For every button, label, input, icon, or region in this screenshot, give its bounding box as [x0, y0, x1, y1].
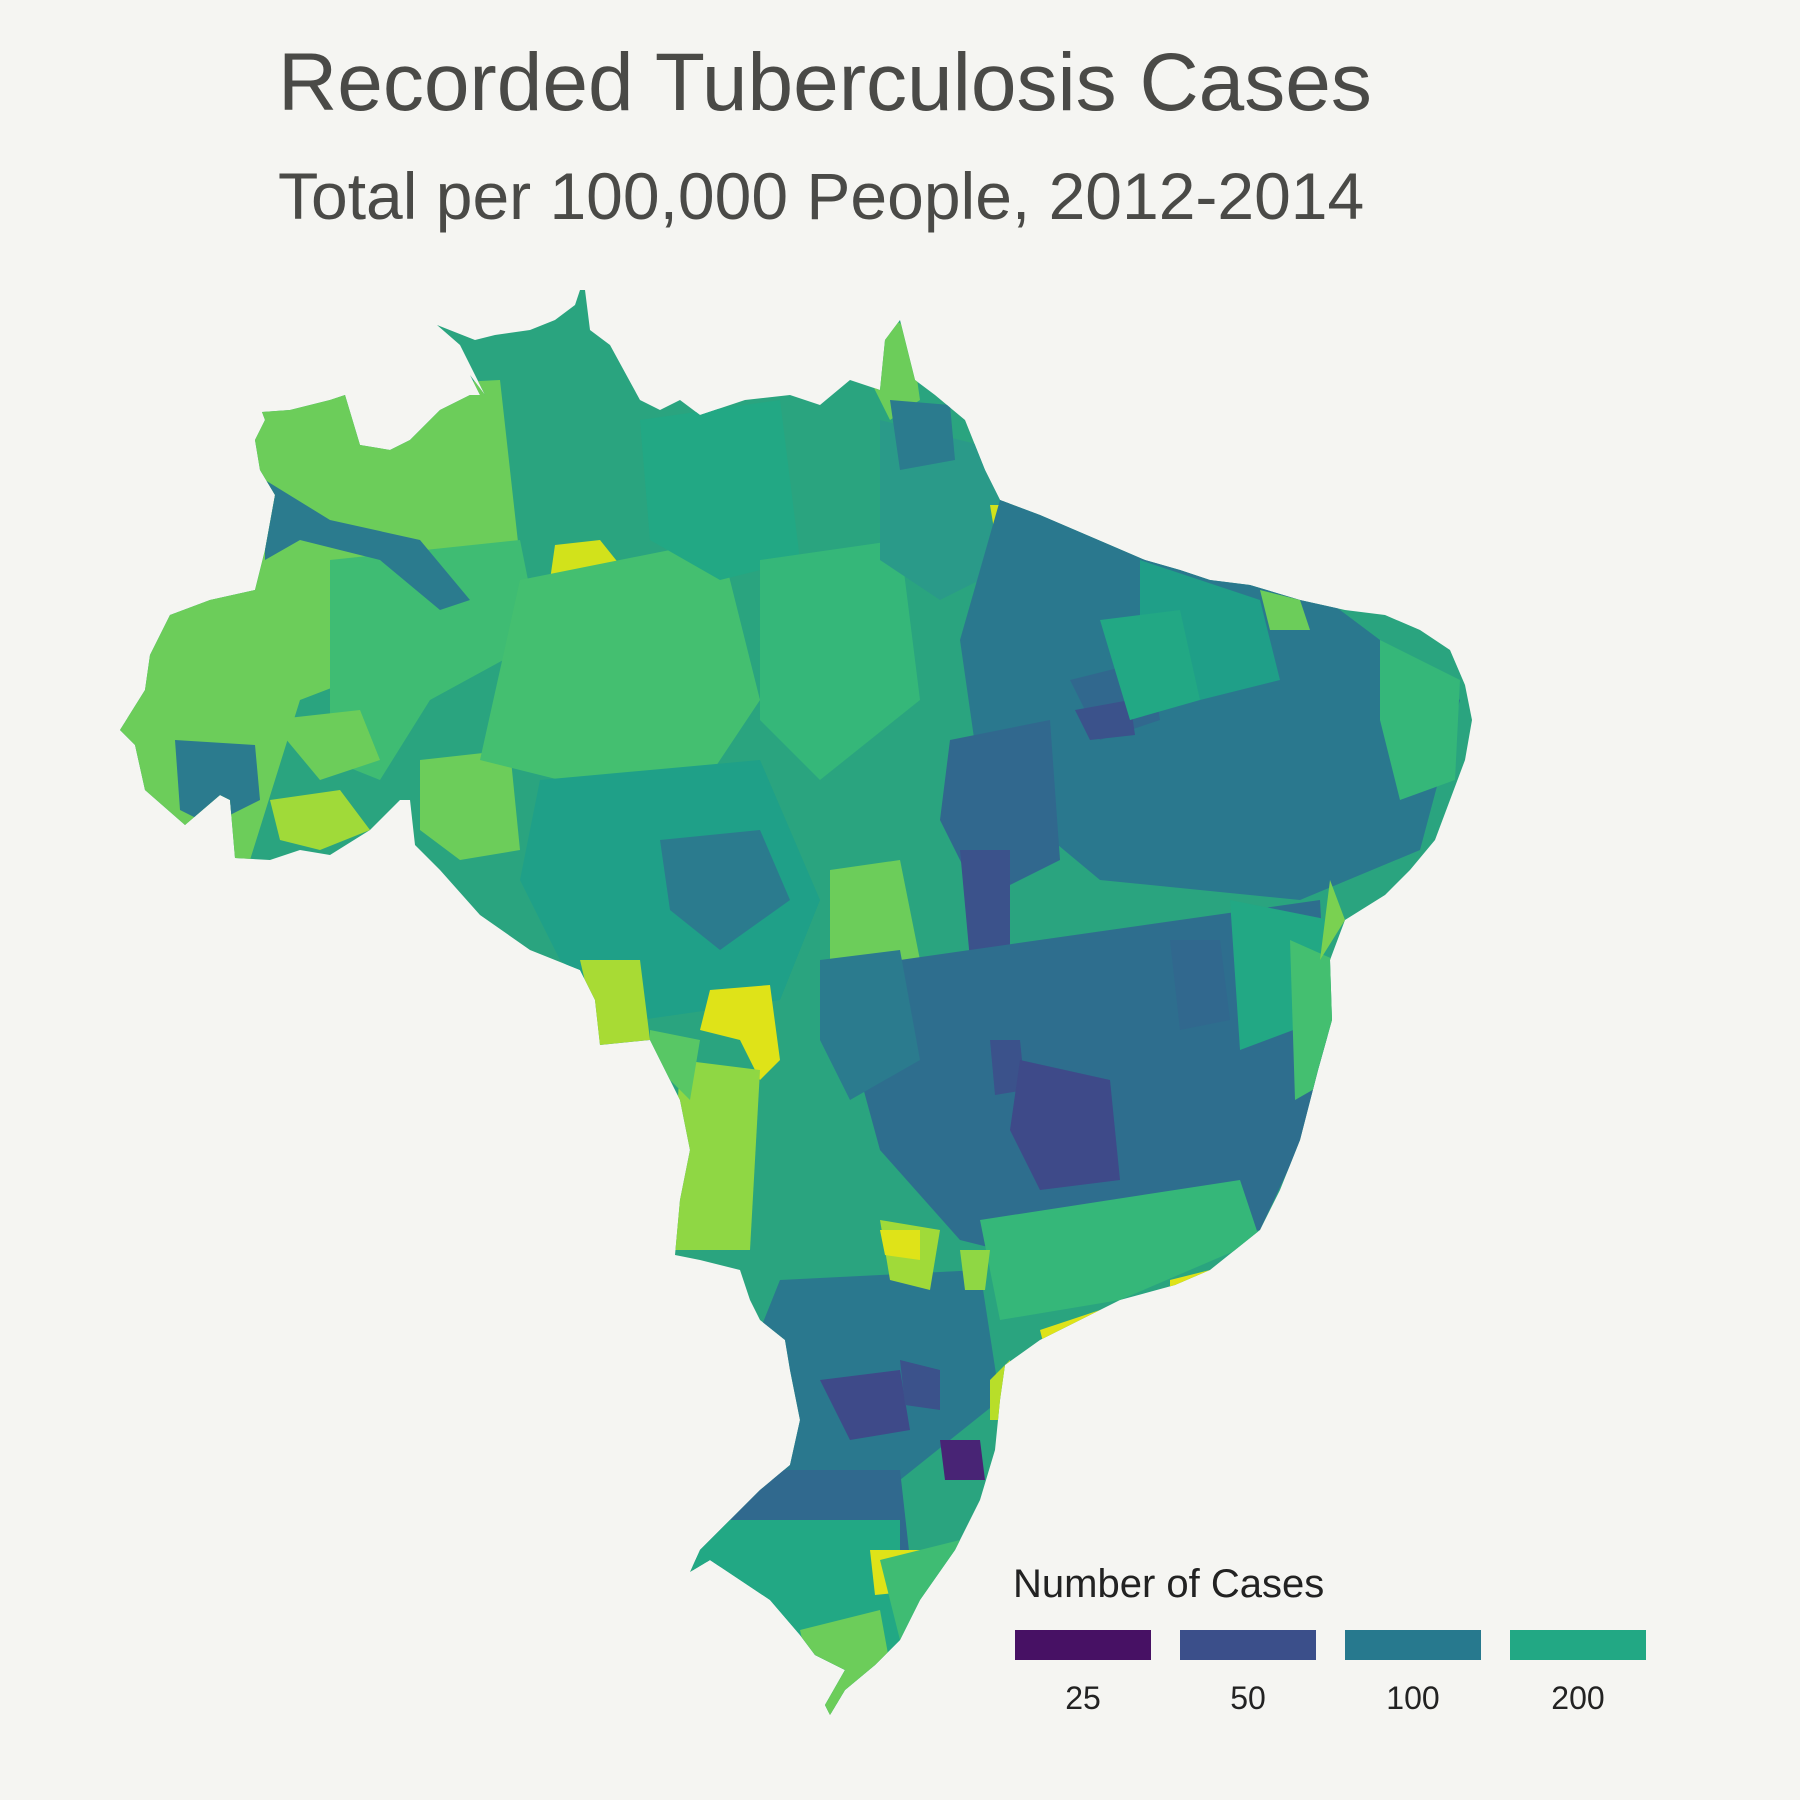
- region-patch: [330, 540, 540, 780]
- region-patch: [175, 740, 260, 825]
- region-patch: [650, 1030, 700, 1100]
- legend-label: 25: [1065, 1680, 1101, 1716]
- legend-label: 200: [1551, 1680, 1605, 1716]
- region-patch: [1170, 940, 1230, 1030]
- region-patch: [900, 1360, 940, 1410]
- map-title: Recorded Tuberculosis Cases: [278, 37, 1372, 128]
- region-patch: [1320, 880, 1345, 960]
- region-patch: [1290, 940, 1335, 1100]
- legend-swatch: [1180, 1630, 1316, 1660]
- region-patch: [1075, 700, 1135, 740]
- legend-swatch: [1510, 1630, 1646, 1660]
- region-patch: [270, 790, 370, 850]
- region-patch: [980, 1180, 1260, 1320]
- map-subtitle: Total per 100,000 People, 2012-2014: [278, 159, 1365, 233]
- region-patch: [960, 850, 1010, 960]
- region-patch: [1100, 610, 1200, 720]
- region-patch: [760, 540, 920, 780]
- region-patch: [700, 985, 780, 1080]
- region-patch: [1380, 640, 1460, 800]
- region-patch: [1260, 590, 1310, 630]
- region-patch: [660, 830, 790, 950]
- region-patch: [880, 1230, 920, 1260]
- region-patch: [820, 950, 920, 1100]
- region-patch: [270, 710, 380, 780]
- region-patch: [820, 1370, 910, 1440]
- legend-swatch: [1015, 1630, 1151, 1660]
- legend-swatch: [1345, 1630, 1481, 1660]
- region-patch: [420, 750, 520, 860]
- region-patch: [990, 1040, 1025, 1095]
- region-patch: [580, 960, 650, 1045]
- legend-label: 100: [1386, 1680, 1440, 1716]
- legend-label: 50: [1230, 1680, 1266, 1716]
- legend-title: Number of Cases: [1013, 1562, 1325, 1606]
- region-patch: [890, 400, 955, 470]
- region-patch: [670, 1060, 760, 1250]
- region-patch: [640, 400, 800, 580]
- region-patch: [265, 480, 470, 610]
- region-patch: [1010, 1060, 1120, 1190]
- region-patch: [960, 1250, 990, 1290]
- region-patch: [960, 500, 1460, 900]
- region-patch: [940, 1440, 985, 1480]
- region-patch: [480, 540, 760, 820]
